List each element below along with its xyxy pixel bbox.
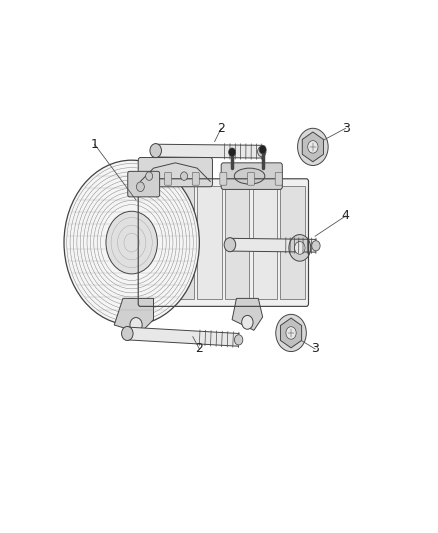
Circle shape xyxy=(289,235,311,261)
FancyBboxPatch shape xyxy=(128,171,159,197)
FancyBboxPatch shape xyxy=(221,163,283,189)
FancyBboxPatch shape xyxy=(142,185,166,300)
FancyBboxPatch shape xyxy=(280,185,305,300)
FancyBboxPatch shape xyxy=(220,172,227,185)
Text: 1: 1 xyxy=(91,138,99,151)
Circle shape xyxy=(64,160,199,325)
Circle shape xyxy=(146,172,152,180)
Text: 4: 4 xyxy=(342,209,350,222)
Text: 2: 2 xyxy=(195,342,203,356)
Ellipse shape xyxy=(150,143,162,158)
FancyBboxPatch shape xyxy=(197,185,222,300)
Polygon shape xyxy=(302,132,323,162)
Circle shape xyxy=(242,316,253,329)
Polygon shape xyxy=(127,327,239,346)
Circle shape xyxy=(286,327,296,339)
Circle shape xyxy=(259,146,266,154)
Ellipse shape xyxy=(224,238,236,252)
FancyBboxPatch shape xyxy=(192,172,199,185)
Circle shape xyxy=(308,141,318,153)
FancyBboxPatch shape xyxy=(170,185,194,300)
Text: 2: 2 xyxy=(217,122,225,135)
FancyBboxPatch shape xyxy=(225,185,250,300)
Circle shape xyxy=(130,318,142,333)
FancyBboxPatch shape xyxy=(253,185,277,300)
Circle shape xyxy=(312,241,320,251)
Circle shape xyxy=(297,128,328,165)
FancyBboxPatch shape xyxy=(275,172,282,185)
FancyBboxPatch shape xyxy=(247,172,254,185)
Circle shape xyxy=(234,335,243,345)
Polygon shape xyxy=(230,238,316,252)
Polygon shape xyxy=(232,298,263,330)
Ellipse shape xyxy=(234,168,265,184)
Polygon shape xyxy=(155,144,262,158)
Circle shape xyxy=(258,147,266,157)
Circle shape xyxy=(276,314,306,352)
FancyBboxPatch shape xyxy=(138,158,212,187)
Circle shape xyxy=(106,211,157,274)
Text: 3: 3 xyxy=(311,342,319,356)
Circle shape xyxy=(137,182,145,191)
Polygon shape xyxy=(114,298,153,333)
Circle shape xyxy=(229,148,236,157)
Circle shape xyxy=(180,172,187,180)
FancyBboxPatch shape xyxy=(119,179,308,306)
FancyBboxPatch shape xyxy=(165,172,172,185)
Circle shape xyxy=(294,241,305,254)
Polygon shape xyxy=(280,318,302,348)
Text: 3: 3 xyxy=(342,122,350,135)
Ellipse shape xyxy=(122,327,133,341)
